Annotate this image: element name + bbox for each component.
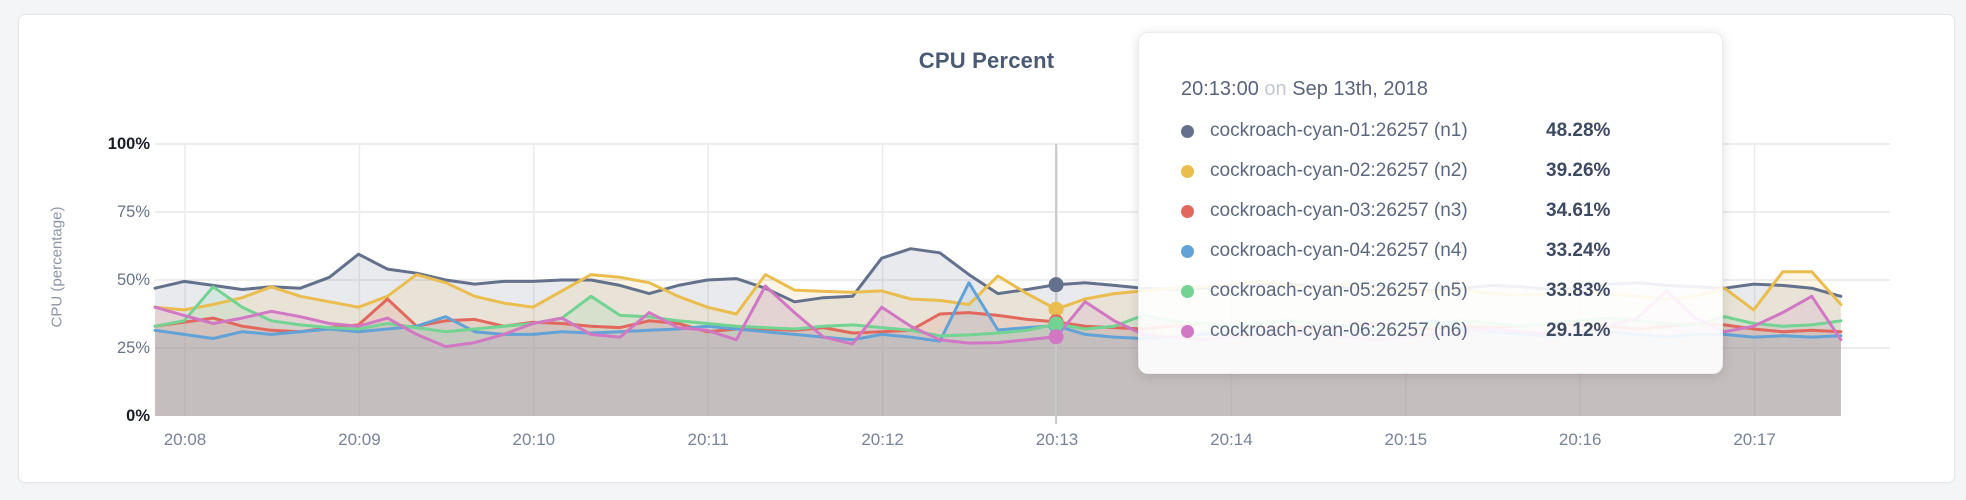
tooltip-series-label: cockroach-cyan-05:26257 (n5) bbox=[1210, 280, 1468, 301]
tooltip-on-word: on bbox=[1264, 78, 1287, 100]
x-tick-label: 20:11 bbox=[687, 430, 729, 449]
tooltip-header: 20:13:00 on Sep 13th, 2018 bbox=[1181, 75, 1680, 103]
y-tick-label: 25% bbox=[116, 339, 150, 357]
tooltip-series-label: cockroach-cyan-06:26257 (n6) bbox=[1210, 320, 1468, 341]
y-tick-label: 100% bbox=[107, 135, 150, 153]
x-tick-label: 20:14 bbox=[1210, 430, 1253, 449]
series-color-dot-icon bbox=[1181, 204, 1194, 218]
series-area-n5 bbox=[155, 286, 1841, 416]
chart-title: CPU Percent bbox=[918, 48, 1055, 73]
x-tick-label: 20:17 bbox=[1733, 430, 1776, 449]
x-tick-label: 20:08 bbox=[163, 430, 207, 449]
tooltip-series-label: cockroach-cyan-01:26257 (n1) bbox=[1210, 120, 1468, 141]
y-tick-label: 50% bbox=[116, 271, 150, 289]
hover-dot-n1 bbox=[1048, 277, 1064, 293]
tooltip-series-label: cockroach-cyan-03:26257 (n3) bbox=[1210, 200, 1468, 221]
hover-dot-n6 bbox=[1048, 329, 1064, 345]
tooltip-series-value: 33.24% bbox=[1546, 240, 1611, 261]
tooltip-row-n2: cockroach-cyan-02:26257 (n2) 39.26% bbox=[1181, 151, 1680, 191]
series-area-n6 bbox=[155, 286, 1841, 416]
x-tick-label: 20:15 bbox=[1384, 430, 1428, 449]
tooltip-rows: cockroach-cyan-01:26257 (n1) 48.28% cockro… bbox=[1181, 111, 1680, 351]
hover-dot-n5 bbox=[1048, 316, 1064, 332]
x-tick-label: 20:13 bbox=[1035, 430, 1079, 449]
tooltip-series-label: cockroach-cyan-02:26257 (n2) bbox=[1210, 160, 1468, 181]
x-tick-label: 20:12 bbox=[861, 430, 904, 449]
tooltip-series-value: 33.83% bbox=[1546, 280, 1611, 301]
tooltip-row-n5: cockroach-cyan-05:26257 (n5) 33.83% bbox=[1181, 271, 1680, 311]
tooltip-row-n3: cockroach-cyan-03:26257 (n3) 34.61% bbox=[1181, 191, 1680, 231]
series-area-n4 bbox=[155, 282, 1841, 416]
y-tick-label: 75% bbox=[116, 203, 150, 221]
tooltip-series-label: cockroach-cyan-04:26257 (n4) bbox=[1210, 240, 1468, 261]
series-color-dot-icon bbox=[1181, 284, 1194, 298]
tooltip-row-n6: cockroach-cyan-06:26257 (n6) 29.12% bbox=[1181, 311, 1680, 351]
tooltip-time: 20:13:00 bbox=[1181, 78, 1259, 100]
tooltip-row-n1: cockroach-cyan-01:26257 (n1) 48.28% bbox=[1181, 111, 1680, 151]
series-color-dot-icon bbox=[1181, 124, 1194, 138]
tooltip-row-n4: cockroach-cyan-04:26257 (n4) 33.24% bbox=[1181, 231, 1680, 271]
hover-tooltip: 20:13:00 on Sep 13th, 2018 cockroach-cya… bbox=[1138, 32, 1723, 374]
hover-dot-n2 bbox=[1048, 301, 1064, 317]
tooltip-series-value: 48.28% bbox=[1546, 120, 1611, 141]
series-color-dot-icon bbox=[1181, 164, 1194, 178]
tooltip-series-value: 29.12% bbox=[1546, 320, 1611, 341]
series-color-dot-icon bbox=[1181, 324, 1194, 338]
y-tick-label: 0% bbox=[126, 407, 150, 425]
x-tick-label: 20:16 bbox=[1558, 430, 1602, 449]
tooltip-series-value: 34.61% bbox=[1546, 200, 1611, 221]
tooltip-date: Sep 13th, 2018 bbox=[1292, 78, 1428, 100]
x-tick-label: 20:09 bbox=[338, 430, 381, 449]
tooltip-series-value: 39.26% bbox=[1546, 160, 1611, 181]
series-color-dot-icon bbox=[1181, 244, 1194, 258]
x-tick-label: 20:10 bbox=[512, 430, 556, 449]
